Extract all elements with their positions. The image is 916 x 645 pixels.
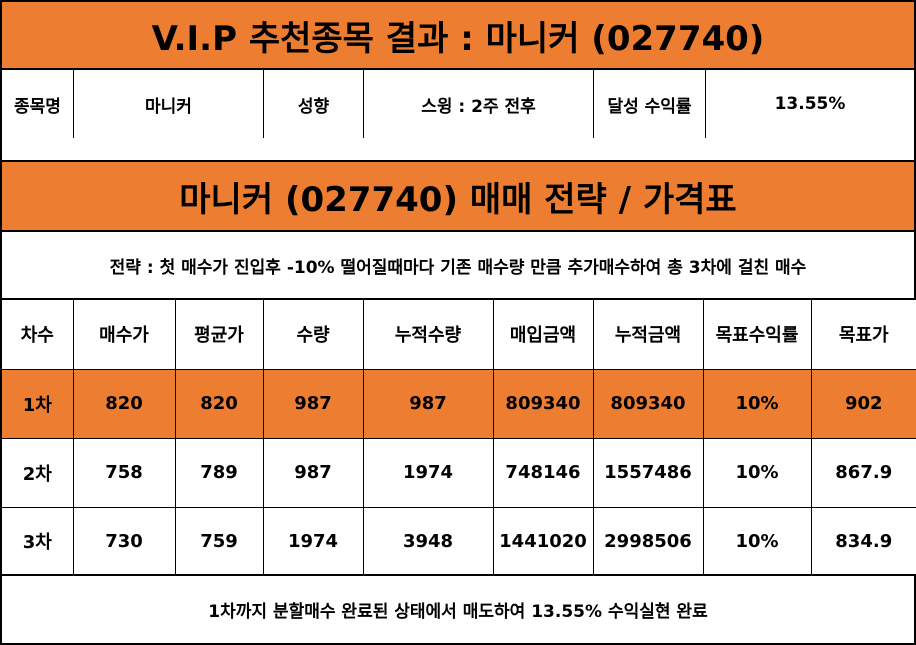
price-table: 차수 매수가 평균가 수량 누적수량 매입금액 누적금액 목표수익률 목표가 1차 820 820 98… bbox=[0, 298, 916, 577]
table-cell: 809340 bbox=[592, 368, 704, 439]
stock-name-label: 종목명 bbox=[2, 70, 74, 138]
table-row: 3차 730 759 1974 3948 1441020 2998506 10% 834.9 bbox=[0, 506, 916, 577]
table-cell: 3948 bbox=[362, 506, 494, 577]
table-cell: 987 bbox=[262, 368, 364, 439]
table-cell: 820 bbox=[72, 368, 176, 439]
table-cell: 820 bbox=[174, 368, 264, 439]
table-cell: 3차 bbox=[0, 506, 74, 577]
table-cell: 730 bbox=[72, 506, 176, 577]
result-summary: 1차까지 분할매수 완료된 상태에서 매도하여 13.55% 수익실현 완료 bbox=[0, 574, 916, 645]
strategy-section-title: 마니커 (027740) 매매 전략 / 가격표 bbox=[0, 160, 916, 232]
page-title: V.I.P 추천종목 결과 : 마니커 (027740) bbox=[0, 0, 916, 70]
trade-type-value: 스윙 : 2주 전후 bbox=[364, 70, 594, 138]
table-cell: 10% bbox=[702, 368, 812, 439]
table-row: 2차 758 789 987 1974 748146 1557486 10% 867.9 bbox=[0, 437, 916, 508]
table-cell: 987 bbox=[362, 368, 494, 439]
table-header-cell: 누적수량 bbox=[362, 298, 494, 370]
table-header-cell: 수량 bbox=[262, 298, 364, 370]
table-cell: 2998506 bbox=[592, 506, 704, 577]
table-header-cell: 목표가 bbox=[810, 298, 916, 370]
table-header-cell: 매수가 bbox=[72, 298, 176, 370]
table-cell: 2차 bbox=[0, 437, 74, 508]
table-cell: 834.9 bbox=[810, 506, 916, 577]
stock-name-value: 마니커 bbox=[74, 70, 264, 138]
table-header-cell: 목표수익률 bbox=[702, 298, 812, 370]
table-cell: 1차 bbox=[0, 368, 74, 439]
table-header-cell: 평균가 bbox=[174, 298, 264, 370]
trade-type-label: 성향 bbox=[264, 70, 364, 138]
table-cell: 10% bbox=[702, 437, 812, 508]
strategy-description: 전략 : 첫 매수가 진입후 -10% 떨어질때마다 기존 매수량 만큼 추가매… bbox=[0, 230, 916, 300]
table-header-cell: 누적금액 bbox=[592, 298, 704, 370]
table-cell: 987 bbox=[262, 437, 364, 508]
table-cell: 1974 bbox=[262, 506, 364, 577]
table-cell: 902 bbox=[810, 368, 916, 439]
table-cell: 867.9 bbox=[810, 437, 916, 508]
achieved-return-label: 달성 수익률 bbox=[594, 70, 706, 138]
table-cell: 809340 bbox=[492, 368, 594, 439]
table-cell: 1974 bbox=[362, 437, 494, 508]
table-cell: 748146 bbox=[492, 437, 594, 508]
table-cell: 759 bbox=[174, 506, 264, 577]
table-cell: 758 bbox=[72, 437, 176, 508]
table-header-cell: 차수 bbox=[0, 298, 74, 370]
table-cell: 1441020 bbox=[492, 506, 594, 577]
spacer-row bbox=[0, 138, 916, 162]
table-row: 1차 820 820 987 987 809340 809340 10% 902 bbox=[0, 368, 916, 439]
stock-info-row: 종목명 마니커 성향 스윙 : 2주 전후 달성 수익률 13.55% bbox=[0, 68, 916, 140]
table-cell: 10% bbox=[702, 506, 812, 577]
table-header-row: 차수 매수가 평균가 수량 누적수량 매입금액 누적금액 목표수익률 목표가 bbox=[0, 298, 916, 370]
achieved-return-value: 13.55% bbox=[774, 94, 846, 114]
table-cell: 789 bbox=[174, 437, 264, 508]
table-header-cell: 매입금액 bbox=[492, 298, 594, 370]
table-cell: 1557486 bbox=[592, 437, 704, 508]
